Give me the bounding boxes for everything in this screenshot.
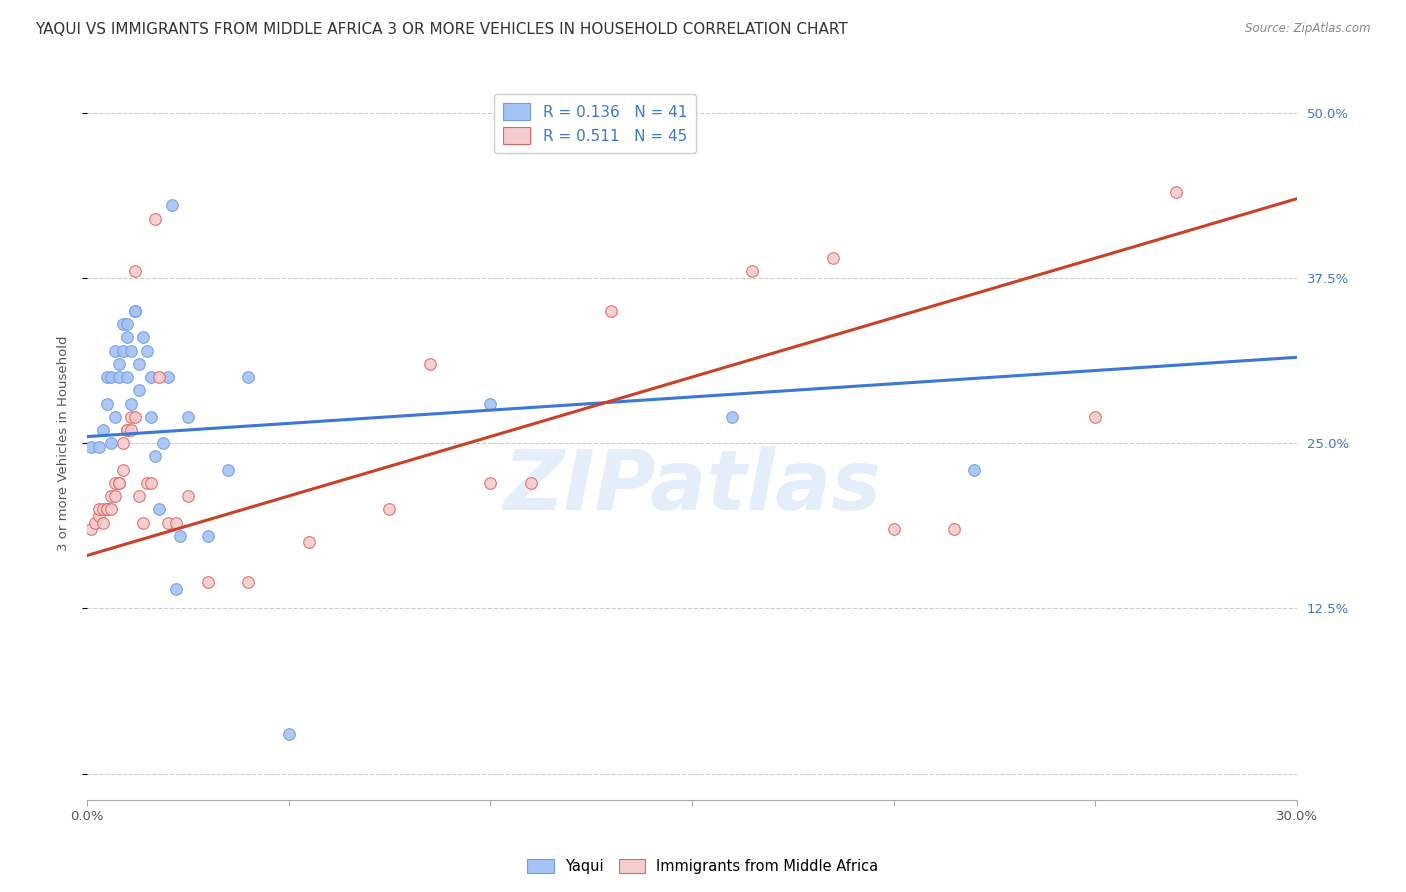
Point bbox=[112, 343, 135, 358]
Point bbox=[298, 535, 321, 549]
Point bbox=[176, 489, 198, 503]
Point bbox=[128, 357, 150, 371]
Point bbox=[96, 502, 118, 516]
Point bbox=[600, 304, 623, 318]
Point bbox=[721, 409, 744, 424]
Text: ZIPatlas: ZIPatlas bbox=[503, 445, 880, 526]
Point bbox=[378, 502, 401, 516]
Point bbox=[160, 198, 183, 212]
Point bbox=[238, 574, 260, 589]
Point bbox=[120, 409, 142, 424]
Point bbox=[145, 450, 167, 464]
Point bbox=[943, 522, 966, 536]
Y-axis label: 3 or more Vehicles in Household: 3 or more Vehicles in Household bbox=[58, 335, 70, 551]
Point bbox=[132, 330, 155, 344]
Point bbox=[80, 440, 103, 454]
Point bbox=[217, 463, 239, 477]
Point bbox=[132, 516, 155, 530]
Point bbox=[120, 423, 142, 437]
Point bbox=[104, 489, 127, 503]
Point bbox=[84, 516, 107, 530]
Point bbox=[148, 370, 170, 384]
Point bbox=[136, 475, 159, 490]
Point bbox=[141, 370, 163, 384]
Point bbox=[156, 516, 179, 530]
Point bbox=[883, 522, 905, 536]
Point bbox=[112, 318, 135, 332]
Point bbox=[108, 370, 131, 384]
Point bbox=[479, 396, 502, 410]
Point bbox=[91, 516, 114, 530]
Point bbox=[238, 370, 260, 384]
Point bbox=[91, 423, 114, 437]
Point bbox=[141, 475, 163, 490]
Point bbox=[120, 396, 142, 410]
Point bbox=[112, 463, 135, 477]
Point bbox=[419, 357, 441, 371]
Point bbox=[145, 211, 167, 226]
Point bbox=[124, 304, 146, 318]
Point bbox=[115, 370, 138, 384]
Legend: R = 0.136   N = 41, R = 0.511   N = 45: R = 0.136 N = 41, R = 0.511 N = 45 bbox=[494, 94, 696, 153]
Point bbox=[124, 409, 146, 424]
Point bbox=[91, 502, 114, 516]
Point bbox=[87, 440, 110, 454]
Point bbox=[197, 574, 219, 589]
Point bbox=[104, 475, 127, 490]
Point bbox=[165, 582, 187, 596]
Point bbox=[165, 516, 187, 530]
Point bbox=[479, 475, 502, 490]
Point bbox=[100, 370, 122, 384]
Point bbox=[148, 502, 170, 516]
Point bbox=[100, 436, 122, 450]
Point bbox=[115, 318, 138, 332]
Point bbox=[96, 370, 118, 384]
Point bbox=[120, 343, 142, 358]
Point bbox=[156, 370, 179, 384]
Point bbox=[115, 423, 138, 437]
Point bbox=[87, 502, 110, 516]
Point bbox=[108, 475, 131, 490]
Point bbox=[124, 264, 146, 278]
Point bbox=[169, 529, 191, 543]
Point bbox=[115, 330, 138, 344]
Point bbox=[108, 357, 131, 371]
Point bbox=[104, 343, 127, 358]
Point bbox=[108, 475, 131, 490]
Point bbox=[519, 475, 541, 490]
Point bbox=[152, 436, 174, 450]
Point bbox=[104, 409, 127, 424]
Point bbox=[96, 396, 118, 410]
Text: YAQUI VS IMMIGRANTS FROM MIDDLE AFRICA 3 OR MORE VEHICLES IN HOUSEHOLD CORRELATI: YAQUI VS IMMIGRANTS FROM MIDDLE AFRICA 3… bbox=[35, 22, 848, 37]
Text: Source: ZipAtlas.com: Source: ZipAtlas.com bbox=[1246, 22, 1371, 36]
Point bbox=[128, 384, 150, 398]
Point bbox=[176, 409, 198, 424]
Point bbox=[100, 489, 122, 503]
Point bbox=[128, 489, 150, 503]
Point bbox=[741, 264, 763, 278]
Point bbox=[115, 423, 138, 437]
Point bbox=[1084, 409, 1107, 424]
Point bbox=[141, 409, 163, 424]
Point bbox=[80, 522, 103, 536]
Point bbox=[197, 529, 219, 543]
Point bbox=[136, 343, 159, 358]
Point bbox=[96, 502, 118, 516]
Point bbox=[1164, 185, 1187, 199]
Point bbox=[277, 727, 299, 741]
Point bbox=[112, 436, 135, 450]
Point bbox=[963, 463, 986, 477]
Legend: Yaqui, Immigrants from Middle Africa: Yaqui, Immigrants from Middle Africa bbox=[522, 854, 884, 880]
Point bbox=[124, 304, 146, 318]
Point bbox=[821, 251, 844, 265]
Point bbox=[100, 502, 122, 516]
Point bbox=[87, 508, 110, 523]
